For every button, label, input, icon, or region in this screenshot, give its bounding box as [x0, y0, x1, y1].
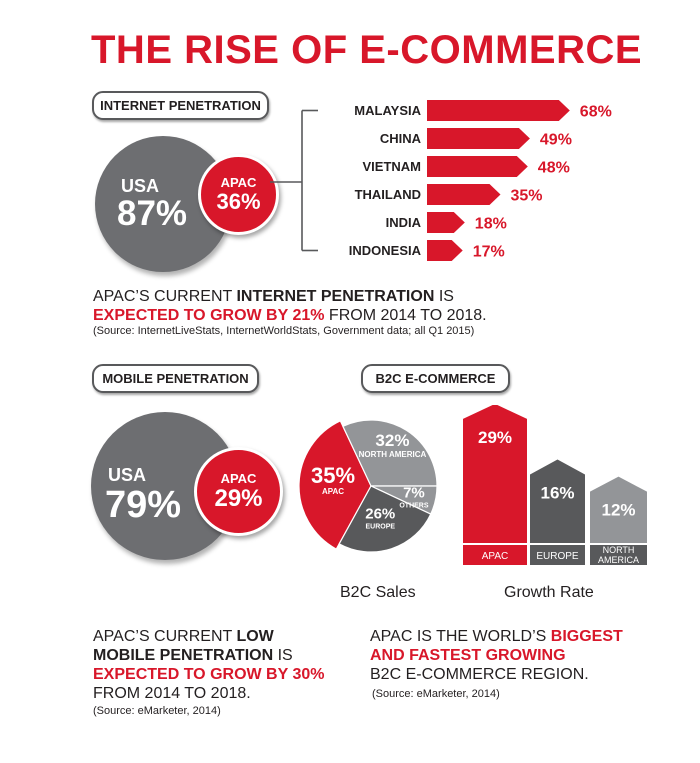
bar-vietnam	[427, 156, 528, 177]
bar-label-indonesia: INDONESIA	[349, 243, 422, 258]
growth-tag-europe	[530, 545, 585, 565]
b2c-sales-caption: B2C Sales	[340, 584, 416, 601]
internet-usa-value: 87%	[117, 194, 188, 233]
bar-value-indonesia: 17%	[473, 244, 505, 261]
growth-value-europe: 16%	[540, 484, 574, 503]
pie-value-north-america: 32%	[375, 431, 409, 450]
growth-label-north-america: NORTH AMERICA	[598, 545, 639, 565]
internet-text-post: IS	[434, 288, 454, 305]
mobile-apac-circle: APAC 29%	[194, 447, 283, 536]
pie-slice-north-america	[342, 419, 438, 487]
b2c-source: (Source: eMarketer, 2014)	[372, 688, 500, 700]
growth-tag-north-america	[590, 545, 647, 565]
mobile-apac-label: APAC	[220, 470, 257, 486]
internet-usa-label: USA	[121, 176, 160, 196]
internet-apac-value: 36%	[216, 188, 261, 214]
mobile-text-bold: MOBILE PENETRATION	[93, 647, 274, 664]
bar-label-vietnam: VIETNAM	[363, 159, 422, 174]
growth-bar-europe	[530, 459, 585, 543]
bar-malaysia	[427, 100, 570, 121]
b2c-text-pre: APAC IS THE WORLD’S	[370, 628, 551, 645]
b2c-ecommerce-pill: B2C E-COMMERCE	[361, 364, 510, 393]
b2c-text-biggest: BIGGEST	[550, 628, 623, 645]
growth-bar-apac	[463, 405, 527, 543]
internet-source: (Source: InternetLiveStats, InternetWorl…	[93, 325, 475, 337]
mobile-source: (Source: eMarketer, 2014)	[93, 705, 221, 717]
internet-country-bar-chart: MALAYSIA 68% CHINA 49% VIETNAM 48% THAILAND 35%…	[270, 100, 612, 261]
bar-label-malaysia: MALAYSIA	[354, 103, 421, 118]
internet-apac-label: APAC	[220, 174, 257, 190]
growth-rate-caption: Growth Rate	[504, 584, 594, 601]
growth-value-apac: 29%	[478, 428, 512, 447]
pie-value-apac: 35%	[311, 463, 355, 488]
bar-label-india: INDIA	[386, 215, 422, 230]
pie-slice-apac	[298, 420, 372, 550]
mobile-growth-highlight: EXPECTED TO GROW BY 30%	[93, 666, 325, 683]
mobile-text-is: IS	[273, 647, 293, 664]
bar-value-malaysia: 68%	[580, 104, 612, 121]
mobile-usa-circle: USA 79%	[91, 412, 239, 560]
mobile-growth-text: APAC’S CURRENT LOW MOBILE PENETRATION IS…	[93, 627, 324, 703]
pie-label-apac: APAC	[322, 487, 344, 496]
internet-growth-period: FROM 2014 TO 2018.	[324, 307, 487, 324]
growth-label-europe: EUROPE	[536, 551, 579, 562]
mobile-apac-value: 29%	[214, 484, 263, 512]
bar-value-thailand: 35%	[511, 188, 543, 205]
bar-label-thailand: THAILAND	[355, 187, 421, 202]
internet-growth-highlight: EXPECTED TO GROW BY 21%	[93, 307, 325, 324]
page-title: THE RISE OF E-COMMERCE	[91, 28, 643, 72]
internet-text-bold: INTERNET PENETRATION	[236, 288, 435, 305]
pie-slice-europe	[338, 485, 432, 553]
pie-label-europe: EUROPE	[365, 524, 395, 531]
internet-text-pre: APAC’S CURRENT	[93, 288, 237, 305]
bar-value-china: 49%	[540, 132, 572, 149]
internet-apac-circle: APAC 36%	[198, 154, 279, 235]
mobile-usa-value: 79%	[105, 484, 182, 526]
pie-label-north-america: NORTH AMERICA	[359, 450, 427, 459]
bar-indonesia	[427, 240, 463, 261]
pie-label-others: OTHERS	[399, 503, 429, 510]
bar-china	[427, 128, 530, 149]
b2c-text-region: B2C E-COMMERCE REGION.	[370, 666, 589, 683]
mobile-penetration-pill: MOBILE PENETRATION	[92, 364, 259, 393]
mobile-usa-label: USA	[108, 465, 147, 485]
bar-label-china: CHINA	[380, 131, 422, 146]
bar-thailand	[427, 184, 501, 205]
bar-value-vietnam: 48%	[538, 160, 570, 177]
b2c-summary-text: APAC IS THE WORLD’S BIGGEST AND FASTEST …	[370, 627, 623, 684]
pie-value-others: 7%	[403, 485, 425, 502]
growth-rate-chart: 29% APAC 16% EUROPE 12% NORTH AMERICA	[463, 405, 647, 565]
growth-label-apac: APAC	[482, 551, 509, 562]
bar-india	[427, 212, 465, 233]
mobile-growth-period: FROM 2014 TO 2018.	[93, 685, 251, 702]
b2c-text-fastest: AND FASTEST GROWING	[370, 647, 566, 664]
internet-growth-text: APAC’S CURRENT INTERNET PENETRATION IS E…	[93, 287, 487, 325]
internet-penetration-pill: INTERNET PENETRATION	[92, 91, 269, 120]
b2c-sales-pie-chart: 35%APAC 32%NORTH AMERICA 7%OTHERS 26%EUROPE	[298, 419, 438, 553]
growth-tag-apac	[463, 545, 527, 565]
pie-value-europe: 26%	[365, 506, 395, 523]
growth-value-north-america: 12%	[601, 501, 635, 520]
bar-value-india: 18%	[475, 216, 507, 233]
growth-bar-north-america	[590, 476, 647, 543]
mobile-text-low: LOW	[236, 628, 274, 645]
mobile-text-pre: APAC’S CURRENT	[93, 628, 237, 645]
